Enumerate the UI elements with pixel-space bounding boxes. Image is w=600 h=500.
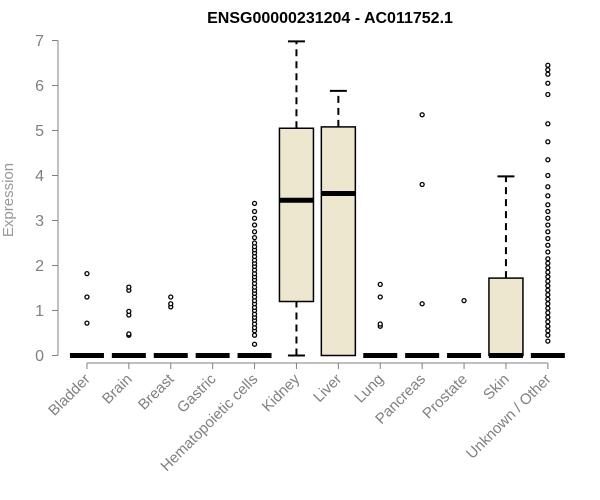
outlier-point: [251, 222, 258, 228]
outlier-point: [545, 314, 551, 320]
outlier-point: [545, 157, 551, 163]
outlier-point: [251, 229, 258, 235]
outlier-point: [377, 321, 383, 327]
box-6: [278, 40, 315, 357]
outlier-point: [545, 91, 551, 98]
box-12: [530, 62, 565, 358]
outlier-point: [545, 249, 551, 255]
outlier-point: [545, 229, 551, 235]
outlier-point: [545, 121, 551, 127]
outlier-point: [545, 269, 551, 275]
outlier-point: [545, 215, 551, 221]
outlier-point: [545, 184, 551, 190]
outlier-point: [251, 240, 258, 246]
y-tick-label: 5: [35, 123, 44, 140]
outlier-point: [168, 301, 174, 307]
outlier-point: [545, 222, 551, 228]
x-tick-label: Bladder: [45, 371, 94, 420]
x-tick-label: Brain: [99, 371, 136, 408]
outlier-point: [545, 319, 551, 325]
box-1: [69, 270, 104, 358]
box-iqr: [320, 126, 357, 357]
outlier-point: [545, 274, 551, 280]
x-tick-label: Lung: [351, 371, 387, 407]
x-tick-label: Breast: [135, 370, 178, 413]
outlier-point: [251, 341, 258, 347]
y-axis: 0 1 2 3 4 5 6 7: [35, 33, 59, 365]
outlier-point: [251, 332, 258, 338]
outlier-point: [545, 208, 551, 215]
outlier-point: [545, 139, 551, 145]
outlier-point: [545, 235, 551, 242]
outlier-point: [251, 234, 258, 241]
outlier-point: [545, 338, 551, 344]
x-tick-label: Liver: [310, 371, 345, 406]
outlier-point: [545, 292, 551, 298]
y-tick-label: 2: [35, 258, 44, 275]
outlier-point: [545, 301, 551, 307]
box-series: [69, 40, 565, 358]
outlier-point: [168, 294, 174, 300]
box-10: [447, 297, 482, 358]
outlier-point: [545, 287, 551, 293]
outlier-point: [545, 71, 551, 77]
outlier-point: [545, 260, 551, 266]
box-7: [320, 89, 357, 357]
outlier-point: [545, 283, 551, 289]
outlier-point: [545, 328, 551, 334]
outlier-point: [84, 270, 90, 277]
x-tick-label: Kidney: [259, 370, 304, 415]
outlier-point: [251, 200, 258, 207]
outlier-point: [545, 305, 551, 311]
outlier-point: [419, 112, 425, 118]
outlier-point: [251, 208, 258, 215]
box-3: [153, 294, 188, 358]
outlier-point: [545, 62, 551, 68]
box-2: [111, 284, 146, 358]
y-tick-label: 3: [35, 213, 44, 230]
outlier-point: [545, 278, 551, 284]
box-8: [363, 281, 398, 358]
box-iqr: [278, 127, 315, 303]
outlier-point: [126, 308, 132, 315]
y-tick-label: 0: [35, 348, 44, 365]
outlier-point: [251, 215, 258, 221]
outlier-point: [545, 67, 551, 73]
outlier-point: [545, 310, 551, 316]
y-tick-label: 1: [35, 303, 44, 320]
outlier-point: [377, 281, 383, 288]
outlier-point: [545, 332, 551, 338]
outlier-point: [419, 301, 425, 307]
outlier-point: [545, 202, 551, 208]
x-tick-label: Skin: [480, 371, 513, 404]
box-5: [237, 200, 272, 358]
x-tick-label: Prostate: [419, 371, 471, 423]
y-axis-label: Expression: [0, 163, 17, 237]
outlier-point: [461, 297, 467, 304]
y-tick-label: 4: [35, 168, 44, 185]
outlier-point: [377, 294, 383, 300]
outlier-point: [545, 80, 551, 86]
outlier-point: [419, 181, 425, 188]
y-tick-label: 6: [35, 78, 44, 95]
box-iqr: [488, 277, 524, 357]
outlier-point: [84, 320, 90, 326]
chart-title: ENSG00000231204 - AC011752.1: [207, 10, 453, 27]
outlier-point: [126, 284, 132, 290]
outlier-point: [545, 193, 551, 199]
outlier-point: [545, 265, 551, 271]
outlier-point: [545, 172, 551, 179]
box-11: [488, 175, 524, 358]
box-9: [405, 112, 440, 358]
outlier-point: [545, 256, 551, 262]
outlier-point: [545, 323, 551, 329]
outlier-point: [545, 242, 551, 248]
outlier-point: [545, 296, 551, 302]
y-tick-label: 7: [35, 33, 44, 50]
outlier-point: [84, 294, 90, 300]
outlier-point: [126, 331, 132, 337]
